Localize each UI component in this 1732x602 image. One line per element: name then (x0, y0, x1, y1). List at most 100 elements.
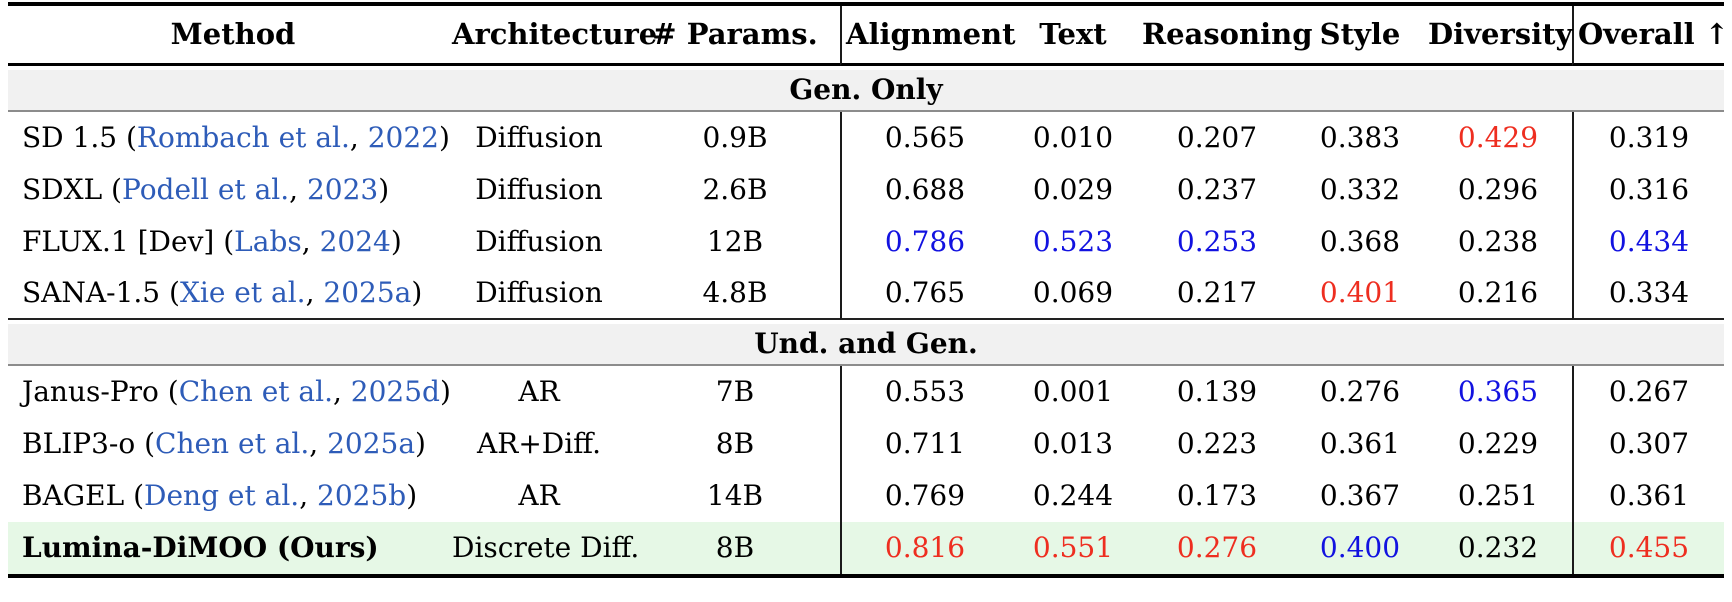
reasoning-cell: 0.276 (1138, 522, 1296, 574)
diversity-cell: 0.251 (1457, 478, 1539, 512)
table-header-row: Method Architecture # Params. Alignment … (8, 6, 1729, 66)
section-label: Und. and Gen. (8, 320, 1724, 366)
architecture-cell: Discrete Diff. (448, 522, 639, 574)
style-cell: 0.361 (1319, 426, 1401, 460)
overall-cell: 0.361 (1572, 470, 1724, 522)
method-cell: BLIP3-o (Chen et al., 2025a) (8, 418, 448, 470)
citation-year-link[interactable]: 2025a (323, 275, 412, 309)
method-text: , (332, 374, 351, 408)
method-cell: SDXL (Podell et al., 2023) (8, 164, 448, 216)
reasoning-cell: 0.217 (1138, 268, 1296, 320)
method-text: , (305, 275, 324, 309)
style-cell: 0.401 (1296, 268, 1424, 320)
text-cell: 0.551 (1008, 522, 1138, 574)
diversity-cell: 0.216 (1424, 268, 1572, 320)
citation-author-link[interactable]: Chen et al. (155, 426, 310, 460)
method-text: ) (438, 120, 450, 154)
method-cell: FLUX.1 [Dev] (Labs, 2024) (8, 216, 448, 268)
method-text: , (309, 426, 328, 460)
overall-cell: 0.307 (1572, 418, 1724, 470)
method-text: BAGEL ( (22, 478, 145, 512)
alignment-cell: 0.765 (840, 268, 1008, 320)
params-cell: 14B (706, 478, 764, 512)
text-cell: 0.001 (1032, 374, 1114, 408)
params-cell: 7B (715, 374, 755, 408)
method-text: , (289, 172, 307, 206)
section-label: Gen. Only (8, 66, 1724, 112)
architecture-cell: Diffusion (475, 120, 603, 154)
style-cell: 0.400 (1296, 522, 1424, 574)
architecture-cell: Diffusion (475, 172, 603, 206)
text-cell: 0.013 (1032, 426, 1114, 460)
alignment-cell: 0.688 (840, 164, 1008, 216)
alignment-cell: 0.769 (840, 470, 1008, 522)
alignment-cell: 0.786 (840, 216, 1008, 268)
params-cell: 0.9B (702, 120, 768, 154)
method-text: , (299, 478, 317, 512)
col-header-method: Method (8, 6, 448, 66)
citation-author-link[interactable]: Labs (234, 224, 302, 258)
method-cell: SANA-1.5 (Xie et al., 2025a) (8, 268, 448, 320)
reasoning-cell: 0.173 (1176, 478, 1258, 512)
table-row: BAGEL (Deng et al., 2025b) AR 14B 0.769 … (8, 470, 1724, 522)
citation-year-link[interactable]: 2025d (350, 374, 440, 408)
citation-author-link[interactable]: Podell et al. (121, 172, 290, 206)
style-cell: 0.383 (1319, 120, 1401, 154)
overall-cell: 0.334 (1572, 268, 1724, 320)
params-cell: 12B (706, 224, 764, 258)
citation-author-link[interactable]: Deng et al. (144, 478, 300, 512)
method-text: SD 1.5 ( (22, 120, 137, 154)
table-row: Janus-Pro (Chen et al., 2025d) AR 7B 0.5… (8, 366, 1724, 418)
citation-author-link[interactable]: Chen et al. (178, 374, 333, 408)
method-text: , (349, 120, 368, 154)
diversity-cell: 0.238 (1457, 224, 1539, 258)
architecture-cell: AR (518, 478, 560, 512)
style-cell: 0.368 (1319, 224, 1401, 258)
method-text: ) (390, 224, 402, 258)
method-cell: Lumina-DiMOO (Ours) (8, 522, 448, 574)
overall-cell: 0.434 (1572, 216, 1724, 268)
method-text: ) (439, 374, 451, 408)
citation-author-link[interactable]: Rombach et al. (136, 120, 350, 154)
diversity-cell: 0.429 (1457, 120, 1539, 154)
method-text: SDXL ( (22, 172, 122, 206)
citation-year-link[interactable]: 2023 (306, 172, 379, 206)
architecture-cell: Diffusion (475, 224, 603, 258)
diversity-cell: 0.365 (1457, 374, 1539, 408)
benchmark-table: Method Architecture # Params. Alignment … (8, 2, 1729, 578)
params-cell: 8B (630, 522, 840, 574)
style-cell: 0.367 (1319, 478, 1401, 512)
method-text: ) (406, 478, 418, 512)
col-header-style: Style (1296, 6, 1424, 66)
reasoning-cell: 0.253 (1176, 224, 1258, 258)
method-text: FLUX.1 [Dev] ( (22, 224, 235, 258)
citation-year-link[interactable]: 2025b (317, 478, 407, 512)
method-cell: BAGEL (Deng et al., 2025b) (8, 470, 448, 522)
architecture-cell: Diffusion (448, 268, 630, 320)
citation-author-link[interactable]: Xie et al. (179, 275, 306, 309)
architecture-cell: AR (518, 374, 560, 408)
text-cell: 0.523 (1032, 224, 1114, 258)
section-header-gen-only: Gen. Only (8, 66, 1724, 112)
style-cell: 0.276 (1319, 374, 1401, 408)
col-header-overall: Overall ↑ (1572, 6, 1729, 66)
citation-year-link[interactable]: 2025a (327, 426, 416, 460)
method-text: , (301, 224, 320, 258)
citation-year-link[interactable]: 2024 (319, 224, 391, 258)
params-cell: 2.6B (702, 172, 768, 206)
overall-cell: 0.455 (1572, 522, 1724, 574)
table-row-ours: Lumina-DiMOO (Ours) Discrete Diff. 8B 0.… (8, 522, 1724, 574)
text-cell: 0.029 (1032, 172, 1114, 206)
style-cell: 0.332 (1319, 172, 1401, 206)
citation-year-link[interactable]: 2022 (367, 120, 439, 154)
overall-cell: 0.316 (1572, 164, 1724, 216)
table-row: SD 1.5 (Rombach et al., 2022) Diffusion … (8, 112, 1724, 164)
overall-cell: 0.267 (1572, 366, 1724, 418)
reasoning-cell: 0.223 (1176, 426, 1258, 460)
alignment-cell: 0.711 (840, 418, 1008, 470)
diversity-cell: 0.296 (1457, 172, 1539, 206)
method-text: SANA-1.5 ( (22, 275, 180, 309)
table-row: SANA-1.5 (Xie et al., 2025a) Diffusion 4… (8, 268, 1724, 320)
reasoning-cell: 0.237 (1176, 172, 1258, 206)
col-header-params: # Params. (630, 6, 840, 66)
